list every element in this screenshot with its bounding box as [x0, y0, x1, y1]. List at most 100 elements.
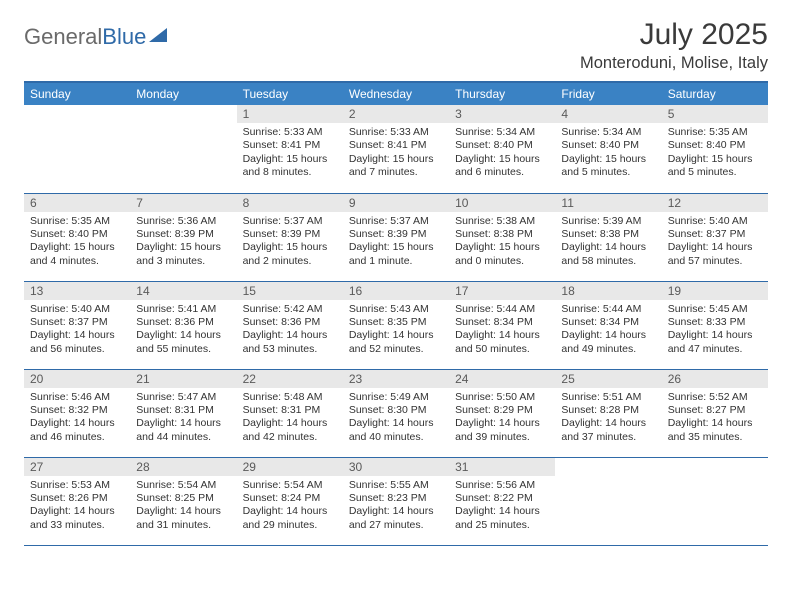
day-info: Sunrise: 5:45 AMSunset: 8:33 PMDaylight:…	[662, 300, 768, 361]
day-info: Sunrise: 5:44 AMSunset: 8:34 PMDaylight:…	[555, 300, 661, 361]
calendar-cell: 30Sunrise: 5:55 AMSunset: 8:23 PMDayligh…	[343, 457, 449, 545]
day-header: Sunday	[24, 82, 130, 105]
day-header: Tuesday	[237, 82, 343, 105]
day-info: Sunrise: 5:55 AMSunset: 8:23 PMDaylight:…	[343, 476, 449, 537]
day-info: Sunrise: 5:36 AMSunset: 8:39 PMDaylight:…	[130, 212, 236, 273]
day-info: Sunrise: 5:38 AMSunset: 8:38 PMDaylight:…	[449, 212, 555, 273]
day-number: 8	[237, 194, 343, 212]
day-number: 6	[24, 194, 130, 212]
calendar-cell: 13Sunrise: 5:40 AMSunset: 8:37 PMDayligh…	[24, 281, 130, 369]
day-number: 1	[237, 105, 343, 123]
header: GeneralBlue July 2025 Monteroduni, Molis…	[24, 18, 768, 73]
day-number: 12	[662, 194, 768, 212]
calendar-cell: 10Sunrise: 5:38 AMSunset: 8:38 PMDayligh…	[449, 193, 555, 281]
day-header: Monday	[130, 82, 236, 105]
calendar-cell: 11Sunrise: 5:39 AMSunset: 8:38 PMDayligh…	[555, 193, 661, 281]
calendar-cell	[555, 457, 661, 545]
calendar-cell: 6Sunrise: 5:35 AMSunset: 8:40 PMDaylight…	[24, 193, 130, 281]
day-info: Sunrise: 5:42 AMSunset: 8:36 PMDaylight:…	[237, 300, 343, 361]
day-number: 11	[555, 194, 661, 212]
calendar-cell	[662, 457, 768, 545]
day-number: 19	[662, 282, 768, 300]
calendar-cell: 8Sunrise: 5:37 AMSunset: 8:39 PMDaylight…	[237, 193, 343, 281]
calendar-cell: 14Sunrise: 5:41 AMSunset: 8:36 PMDayligh…	[130, 281, 236, 369]
day-number: 10	[449, 194, 555, 212]
day-info: Sunrise: 5:33 AMSunset: 8:41 PMDaylight:…	[237, 123, 343, 184]
calendar-cell: 19Sunrise: 5:45 AMSunset: 8:33 PMDayligh…	[662, 281, 768, 369]
day-info: Sunrise: 5:54 AMSunset: 8:25 PMDaylight:…	[130, 476, 236, 537]
day-number: 14	[130, 282, 236, 300]
day-number: 22	[237, 370, 343, 388]
calendar-cell: 1Sunrise: 5:33 AMSunset: 8:41 PMDaylight…	[237, 105, 343, 193]
day-info: Sunrise: 5:48 AMSunset: 8:31 PMDaylight:…	[237, 388, 343, 449]
day-number: 7	[130, 194, 236, 212]
day-info: Sunrise: 5:35 AMSunset: 8:40 PMDaylight:…	[24, 212, 130, 273]
calendar-cell: 26Sunrise: 5:52 AMSunset: 8:27 PMDayligh…	[662, 369, 768, 457]
day-number: 17	[449, 282, 555, 300]
day-number: 21	[130, 370, 236, 388]
day-info: Sunrise: 5:34 AMSunset: 8:40 PMDaylight:…	[555, 123, 661, 184]
calendar-cell: 31Sunrise: 5:56 AMSunset: 8:22 PMDayligh…	[449, 457, 555, 545]
day-info: Sunrise: 5:34 AMSunset: 8:40 PMDaylight:…	[449, 123, 555, 184]
calendar-cell: 21Sunrise: 5:47 AMSunset: 8:31 PMDayligh…	[130, 369, 236, 457]
calendar-cell: 27Sunrise: 5:53 AMSunset: 8:26 PMDayligh…	[24, 457, 130, 545]
day-info: Sunrise: 5:54 AMSunset: 8:24 PMDaylight:…	[237, 476, 343, 537]
calendar-cell	[130, 105, 236, 193]
day-number: 3	[449, 105, 555, 123]
calendar-cell: 4Sunrise: 5:34 AMSunset: 8:40 PMDaylight…	[555, 105, 661, 193]
day-info: Sunrise: 5:43 AMSunset: 8:35 PMDaylight:…	[343, 300, 449, 361]
day-number: 5	[662, 105, 768, 123]
day-number: 31	[449, 458, 555, 476]
day-info: Sunrise: 5:33 AMSunset: 8:41 PMDaylight:…	[343, 123, 449, 184]
day-header: Saturday	[662, 82, 768, 105]
calendar-table: SundayMondayTuesdayWednesdayThursdayFrid…	[24, 81, 768, 546]
day-number: 29	[237, 458, 343, 476]
calendar-cell: 9Sunrise: 5:37 AMSunset: 8:39 PMDaylight…	[343, 193, 449, 281]
day-number: 20	[24, 370, 130, 388]
day-number: 23	[343, 370, 449, 388]
day-info: Sunrise: 5:40 AMSunset: 8:37 PMDaylight:…	[24, 300, 130, 361]
day-info: Sunrise: 5:49 AMSunset: 8:30 PMDaylight:…	[343, 388, 449, 449]
day-number: 27	[24, 458, 130, 476]
location-label: Monteroduni, Molise, Italy	[580, 54, 768, 73]
day-info: Sunrise: 5:37 AMSunset: 8:39 PMDaylight:…	[343, 212, 449, 273]
day-number: 16	[343, 282, 449, 300]
calendar-cell: 12Sunrise: 5:40 AMSunset: 8:37 PMDayligh…	[662, 193, 768, 281]
day-info: Sunrise: 5:46 AMSunset: 8:32 PMDaylight:…	[24, 388, 130, 449]
day-number: 13	[24, 282, 130, 300]
day-info: Sunrise: 5:37 AMSunset: 8:39 PMDaylight:…	[237, 212, 343, 273]
calendar-cell: 17Sunrise: 5:44 AMSunset: 8:34 PMDayligh…	[449, 281, 555, 369]
day-info: Sunrise: 5:41 AMSunset: 8:36 PMDaylight:…	[130, 300, 236, 361]
calendar-cell: 5Sunrise: 5:35 AMSunset: 8:40 PMDaylight…	[662, 105, 768, 193]
day-info: Sunrise: 5:47 AMSunset: 8:31 PMDaylight:…	[130, 388, 236, 449]
day-number: 30	[343, 458, 449, 476]
calendar-cell: 29Sunrise: 5:54 AMSunset: 8:24 PMDayligh…	[237, 457, 343, 545]
day-info: Sunrise: 5:35 AMSunset: 8:40 PMDaylight:…	[662, 123, 768, 184]
day-number: 18	[555, 282, 661, 300]
calendar-cell: 25Sunrise: 5:51 AMSunset: 8:28 PMDayligh…	[555, 369, 661, 457]
calendar-cell: 22Sunrise: 5:48 AMSunset: 8:31 PMDayligh…	[237, 369, 343, 457]
day-number: 2	[343, 105, 449, 123]
calendar-cell: 24Sunrise: 5:50 AMSunset: 8:29 PMDayligh…	[449, 369, 555, 457]
page-title: July 2025	[580, 18, 768, 52]
day-header: Wednesday	[343, 82, 449, 105]
calendar-cell: 2Sunrise: 5:33 AMSunset: 8:41 PMDaylight…	[343, 105, 449, 193]
day-number: 4	[555, 105, 661, 123]
calendar-cell: 16Sunrise: 5:43 AMSunset: 8:35 PMDayligh…	[343, 281, 449, 369]
calendar-cell	[24, 105, 130, 193]
day-number: 9	[343, 194, 449, 212]
day-header: Friday	[555, 82, 661, 105]
calendar-cell: 18Sunrise: 5:44 AMSunset: 8:34 PMDayligh…	[555, 281, 661, 369]
day-info: Sunrise: 5:51 AMSunset: 8:28 PMDaylight:…	[555, 388, 661, 449]
day-number: 26	[662, 370, 768, 388]
calendar-cell: 15Sunrise: 5:42 AMSunset: 8:36 PMDayligh…	[237, 281, 343, 369]
day-info: Sunrise: 5:40 AMSunset: 8:37 PMDaylight:…	[662, 212, 768, 273]
day-number: 25	[555, 370, 661, 388]
day-number: 28	[130, 458, 236, 476]
logo: GeneralBlue	[24, 18, 167, 50]
calendar-cell: 7Sunrise: 5:36 AMSunset: 8:39 PMDaylight…	[130, 193, 236, 281]
logo-text-1: General	[24, 24, 102, 50]
day-info: Sunrise: 5:44 AMSunset: 8:34 PMDaylight:…	[449, 300, 555, 361]
logo-text-2: Blue	[102, 24, 146, 50]
day-info: Sunrise: 5:52 AMSunset: 8:27 PMDaylight:…	[662, 388, 768, 449]
